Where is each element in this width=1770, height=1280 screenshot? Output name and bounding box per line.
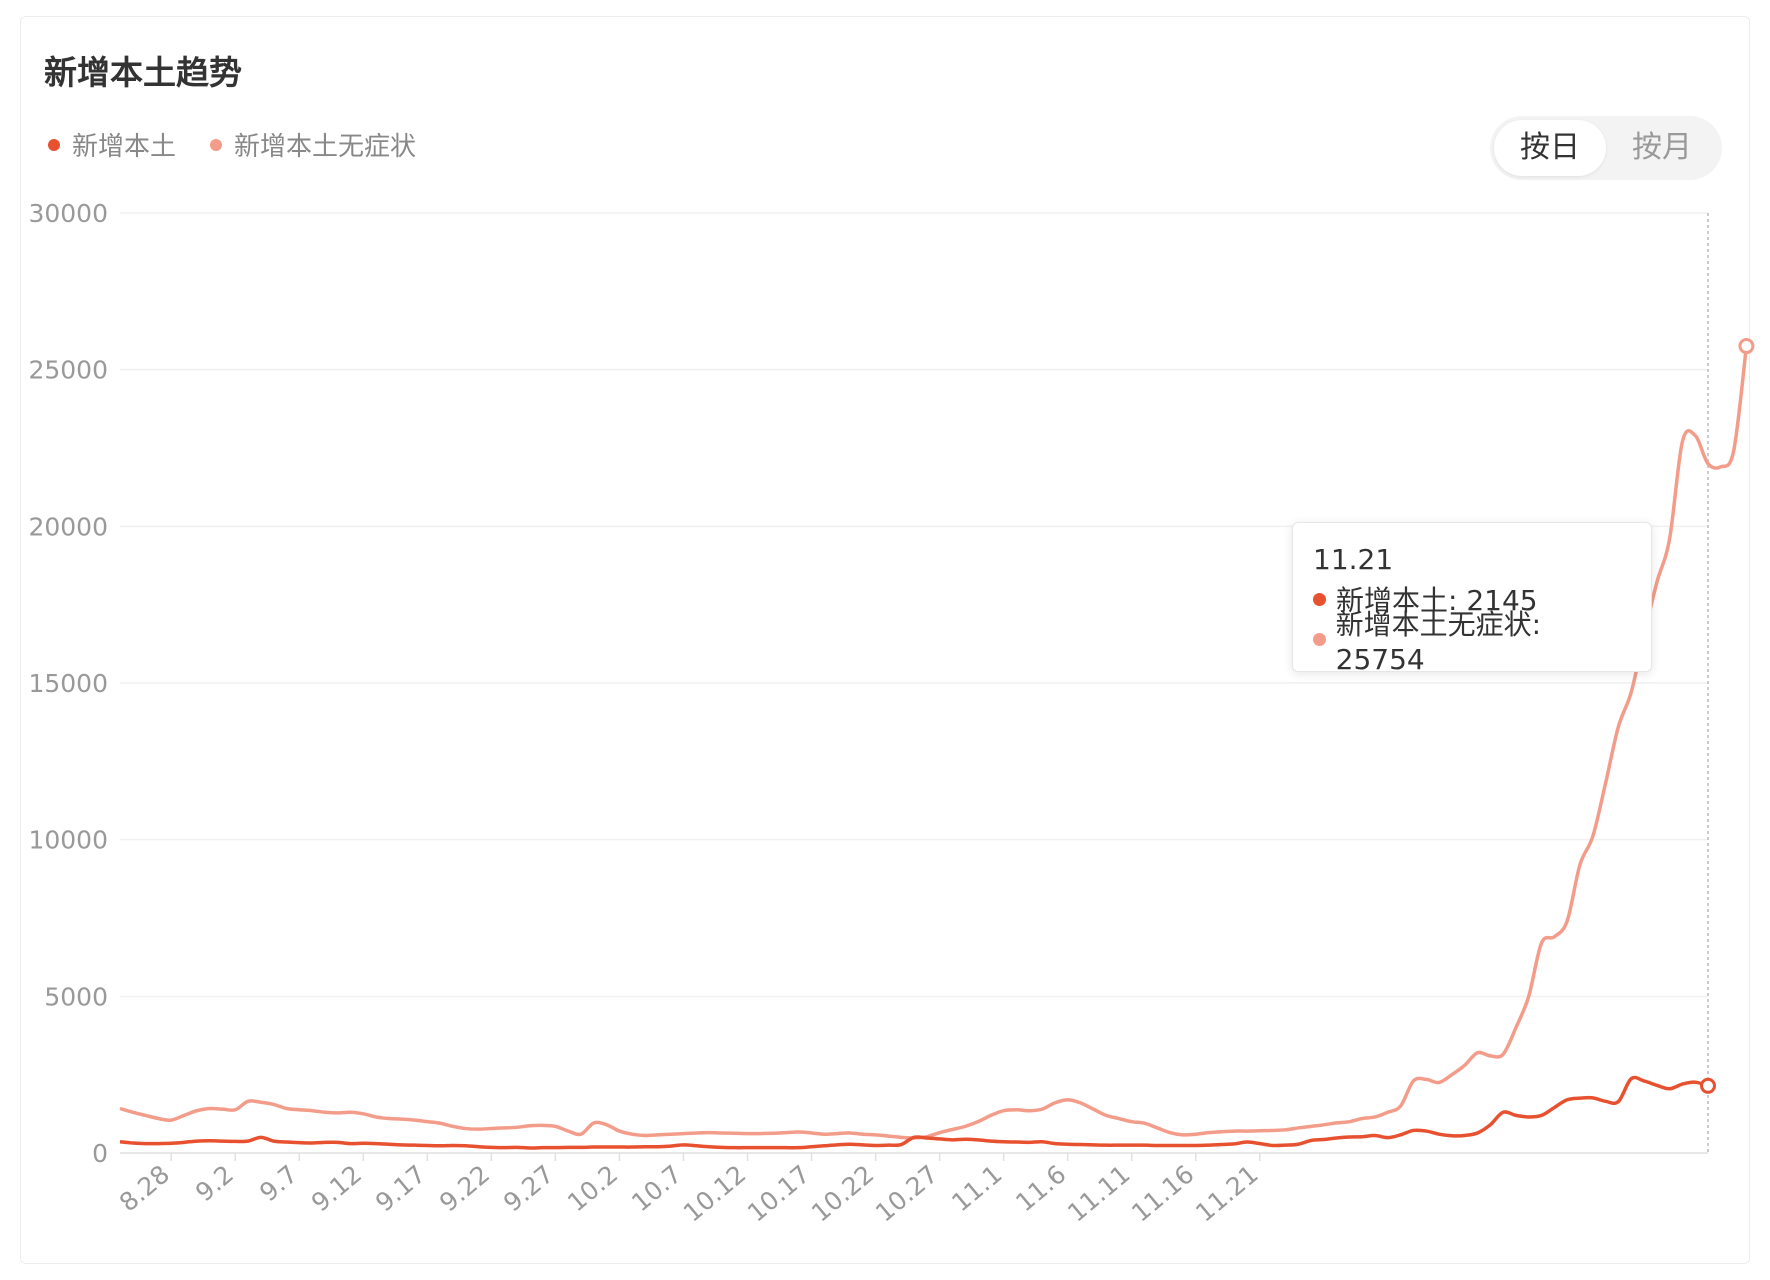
legend-label: 新增本土无症状 [234, 132, 417, 162]
x-tick-label: 10.12 [678, 1159, 751, 1227]
x-tick-label: 11.21 [1190, 1159, 1263, 1227]
tooltip-value-series-1: 新增本土: 2145 [1336, 584, 1538, 617]
x-tick-label: 10.27 [870, 1159, 943, 1227]
tooltip-row-series-2: 新增本土无症状: 25754 [1313, 608, 1631, 676]
x-tick-label: 9.22 [434, 1159, 495, 1217]
hover-markers [1700, 338, 1755, 1094]
chart-tooltip: 11.21 新增本土: 2145 新增本土无症状: 25754 [1292, 522, 1652, 676]
legend-dot-icon [48, 138, 60, 151]
y-tick-label: 30000 [28, 199, 108, 228]
period-toggle: 按日 按月 [1490, 116, 1722, 180]
x-tick-label: 9.2 [190, 1159, 239, 1207]
y-tick-label: 20000 [28, 512, 108, 541]
series-lines [119, 345, 1749, 1150]
tooltip-dot-icon [1313, 632, 1326, 646]
x-tick-label: 10.2 [562, 1159, 623, 1217]
x-tick-label: 8.28 [114, 1159, 175, 1217]
legend: 新增本土 新增本土无症状 [48, 126, 450, 163]
series-line-1 [119, 1075, 1709, 1150]
legend-label: 新增本土 [72, 132, 177, 162]
y-tick-label: 15000 [28, 669, 108, 698]
legend-item-series-1[interactable]: 新增本土 [48, 126, 176, 163]
y-tick-label: 5000 [44, 982, 108, 1011]
y-tick-label: 0 [92, 1139, 108, 1168]
grid-lines [120, 212, 1709, 1154]
x-tick-label: 10.22 [806, 1159, 879, 1227]
legend-dot-icon [210, 138, 223, 151]
x-tick-label: 11.11 [1062, 1159, 1135, 1227]
x-tick-label: 9.27 [498, 1159, 559, 1217]
y-tick-label: 25000 [28, 356, 108, 385]
x-tick-label: 11.6 [1010, 1159, 1071, 1217]
y-tick-label: 10000 [28, 826, 108, 855]
tooltip-value-series-2: 新增本土无症状: 25754 [1335, 607, 1542, 676]
x-tick-label: 11.16 [1126, 1159, 1199, 1227]
toggle-by-month-button[interactable]: 按月 [1632, 130, 1692, 165]
y-axis-tick-labels: 0 5000 10000 15000 20000 25000 30000 [28, 199, 108, 1168]
tooltip-row-series-1: 新增本土: 2145 [1313, 579, 1631, 619]
x-tick-label: 11.1 [946, 1159, 1007, 1217]
hover-point-series-2 [1738, 338, 1755, 355]
x-axis-tick-labels: 8.28 9.2 9.7 9.12 9.17 9.22 9.27 10.2 10.710.121… [114, 1153, 1264, 1228]
series-line-2 [119, 345, 1749, 1140]
x-tick-label: 10.7 [626, 1159, 687, 1217]
legend-item-series-2[interactable]: 新增本土无症状 [210, 126, 416, 163]
chart-title: 新增本土趋势 [44, 53, 242, 92]
x-tick-label: 9.12 [306, 1159, 367, 1217]
x-tick-label: 10.17 [742, 1159, 815, 1227]
toggle-by-day-button[interactable]: 按日 [1494, 120, 1606, 176]
hover-point-series-1 [1700, 1077, 1716, 1094]
tooltip-date: 11.21 [1313, 542, 1394, 576]
x-tick-label: 9.7 [254, 1159, 303, 1207]
x-tick-label: 9.17 [370, 1159, 431, 1217]
tooltip-dot-icon [1313, 592, 1326, 606]
